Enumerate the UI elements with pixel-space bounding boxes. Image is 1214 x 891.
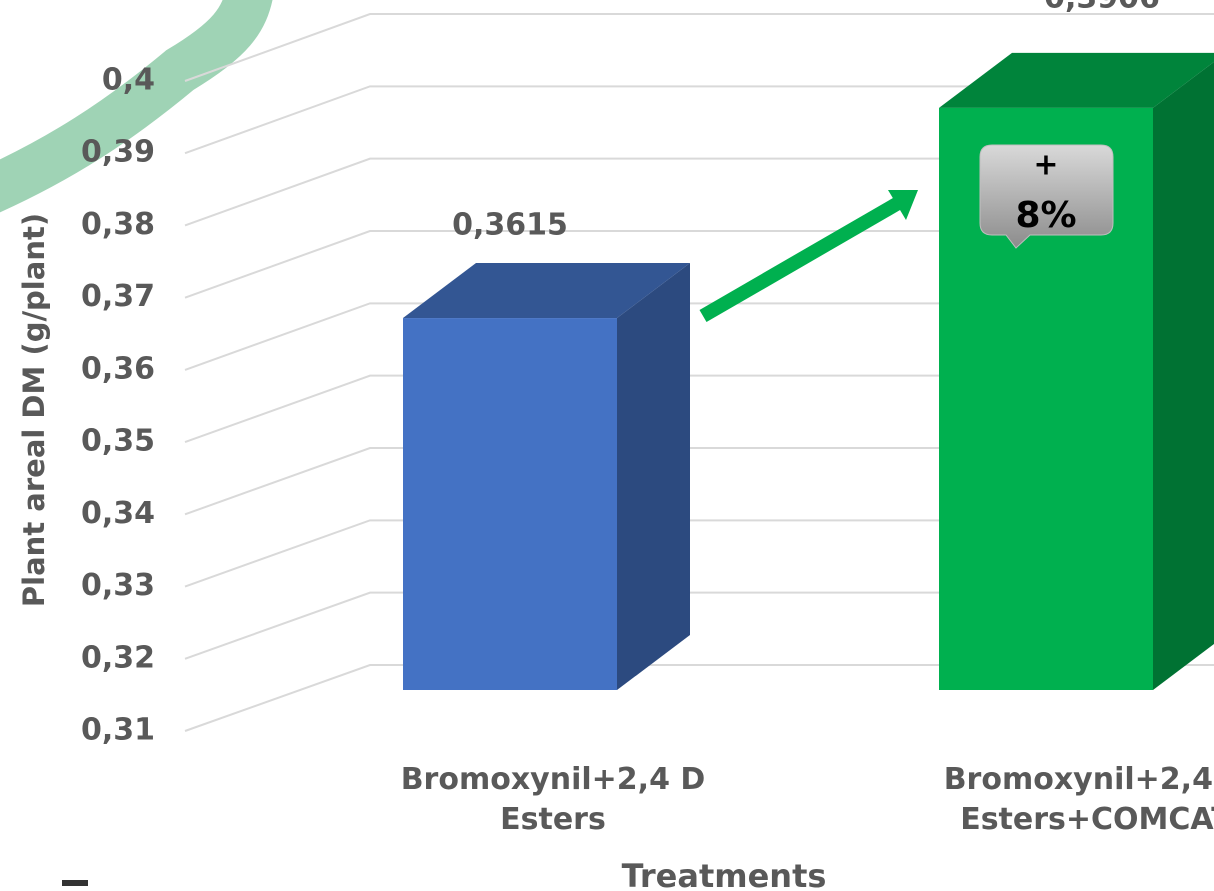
y-tick-label: 0,32: [81, 640, 155, 675]
bar-side: [617, 263, 690, 690]
callout: + 8%: [980, 145, 1113, 248]
callout-text: 8%: [1015, 195, 1076, 236]
y-tick-label: 0,4: [102, 63, 155, 98]
y-tick-label: 0,36: [81, 351, 155, 386]
bar: [403, 318, 617, 690]
x-axis-title: Treatments: [622, 857, 827, 891]
y-tick-label: 0,37: [81, 279, 155, 314]
chart: 0,310,320,330,340,350,360,370,380,390,4 …: [0, 0, 1214, 891]
value-label: 0,3615: [452, 208, 568, 243]
increase-arrow: [703, 202, 900, 316]
page: {"chart_data": {"type": "bar3d", "catego…: [0, 0, 1214, 891]
y-tick-label: 0,39: [81, 135, 155, 170]
callout-sign: +: [1033, 148, 1058, 183]
y-tick-label: 0,31: [81, 713, 155, 748]
y-tick-label: 0,38: [81, 207, 155, 242]
x-tick-label: Bromoxynil+2,4 D Esters+COMCAT: [886, 760, 1214, 840]
bar-side: [1153, 53, 1214, 690]
x-tick-label: Bromoxynil+2,4 D Esters: [343, 760, 763, 840]
bars: 0,3615 0,3906: [403, 0, 1214, 690]
decoration-dash: [62, 880, 88, 886]
y-tick-label: 0,35: [81, 424, 155, 459]
y-axis-title: Plant areal DM (g/plant): [17, 213, 51, 607]
value-label: 0,3906: [1044, 0, 1160, 15]
y-tick-label: 0,33: [81, 568, 155, 603]
y-tick-label: 0,34: [81, 496, 155, 531]
